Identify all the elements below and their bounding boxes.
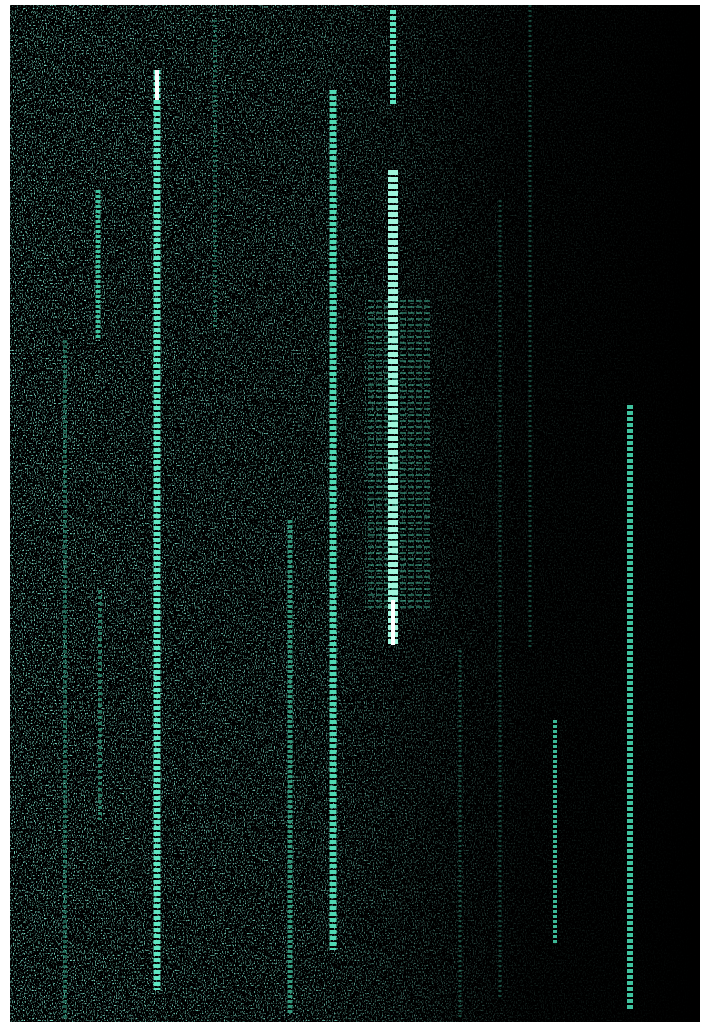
noise-floor [10,5,700,1022]
waterfall-display [0,0,709,1027]
page: {} html, body { margin: 0; padding: 0; b… [0,0,709,1027]
page-body [0,0,709,1027]
